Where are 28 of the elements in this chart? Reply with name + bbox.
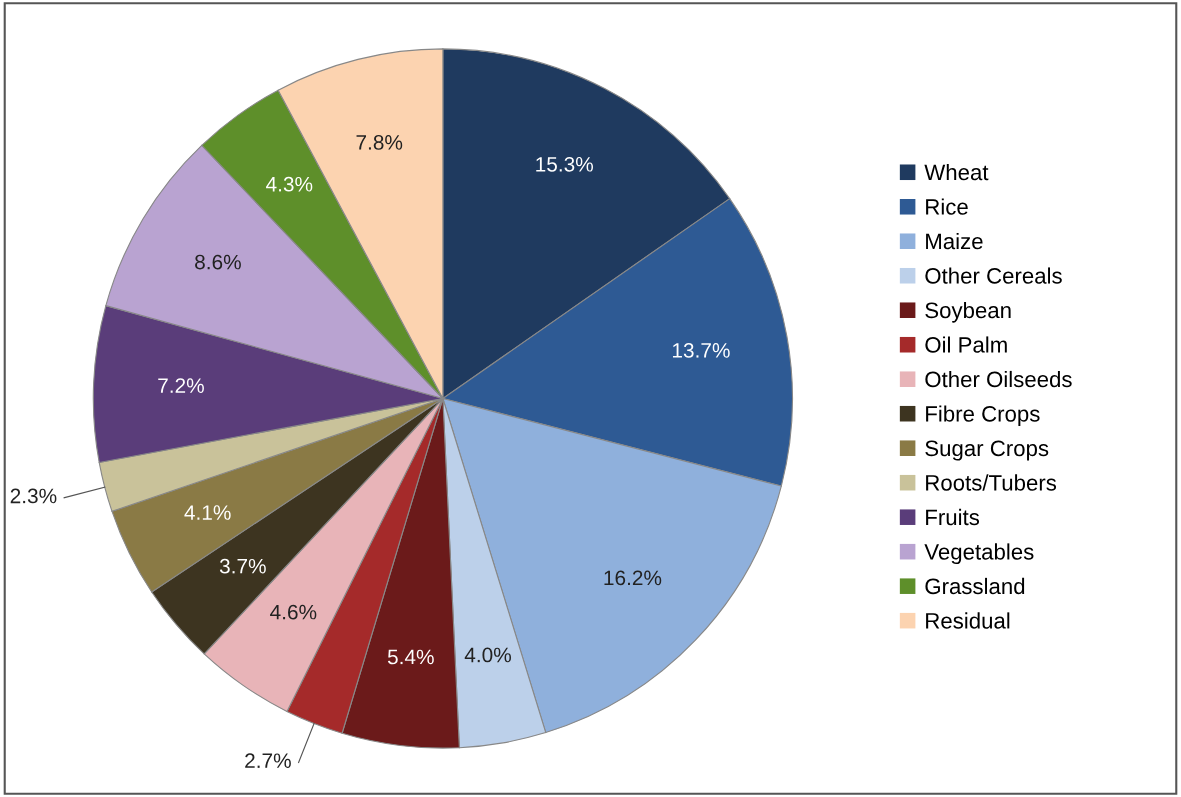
legend-label: Other Cereals [925,267,1062,284]
legend-label: Vegetables [924,543,1034,565]
data-label: 7.8% [356,135,403,150]
legend-label: Rice [926,198,968,215]
legend-label: Fibre Crops [926,405,1040,427]
legend-label: Soybean [925,301,1011,323]
data-label: 13.7% [672,343,730,358]
data-label: 8.6% [195,254,241,270]
data-label: 4.1% [184,505,231,520]
legend-label: Roots/Tubers [926,474,1057,491]
data-label: 3.7% [219,558,266,574]
legend-label: Wheat [924,163,989,181]
data-label: 4.3% [266,176,313,192]
legend-label: Grassland [925,577,1025,595]
data-label: 2.3% [10,488,57,504]
data-label: 7.2% [158,378,204,393]
data-label: 15.3% [536,156,594,172]
data-label: 5.4% [387,649,434,665]
data-label: 2.7% [245,753,291,768]
legend-label: Oil Palm [925,336,1007,353]
data-label: 4.0% [464,647,511,663]
data-label: 16.2% [604,570,662,586]
legend-label: Sugar Crops [925,440,1049,461]
legend-label: Maize [926,232,983,250]
legend-label: Other Oilseeds [925,370,1072,388]
data-label: 4.6% [270,604,317,620]
legend-label: Fruits [926,508,980,526]
legend-label: Residual [926,612,1010,629]
